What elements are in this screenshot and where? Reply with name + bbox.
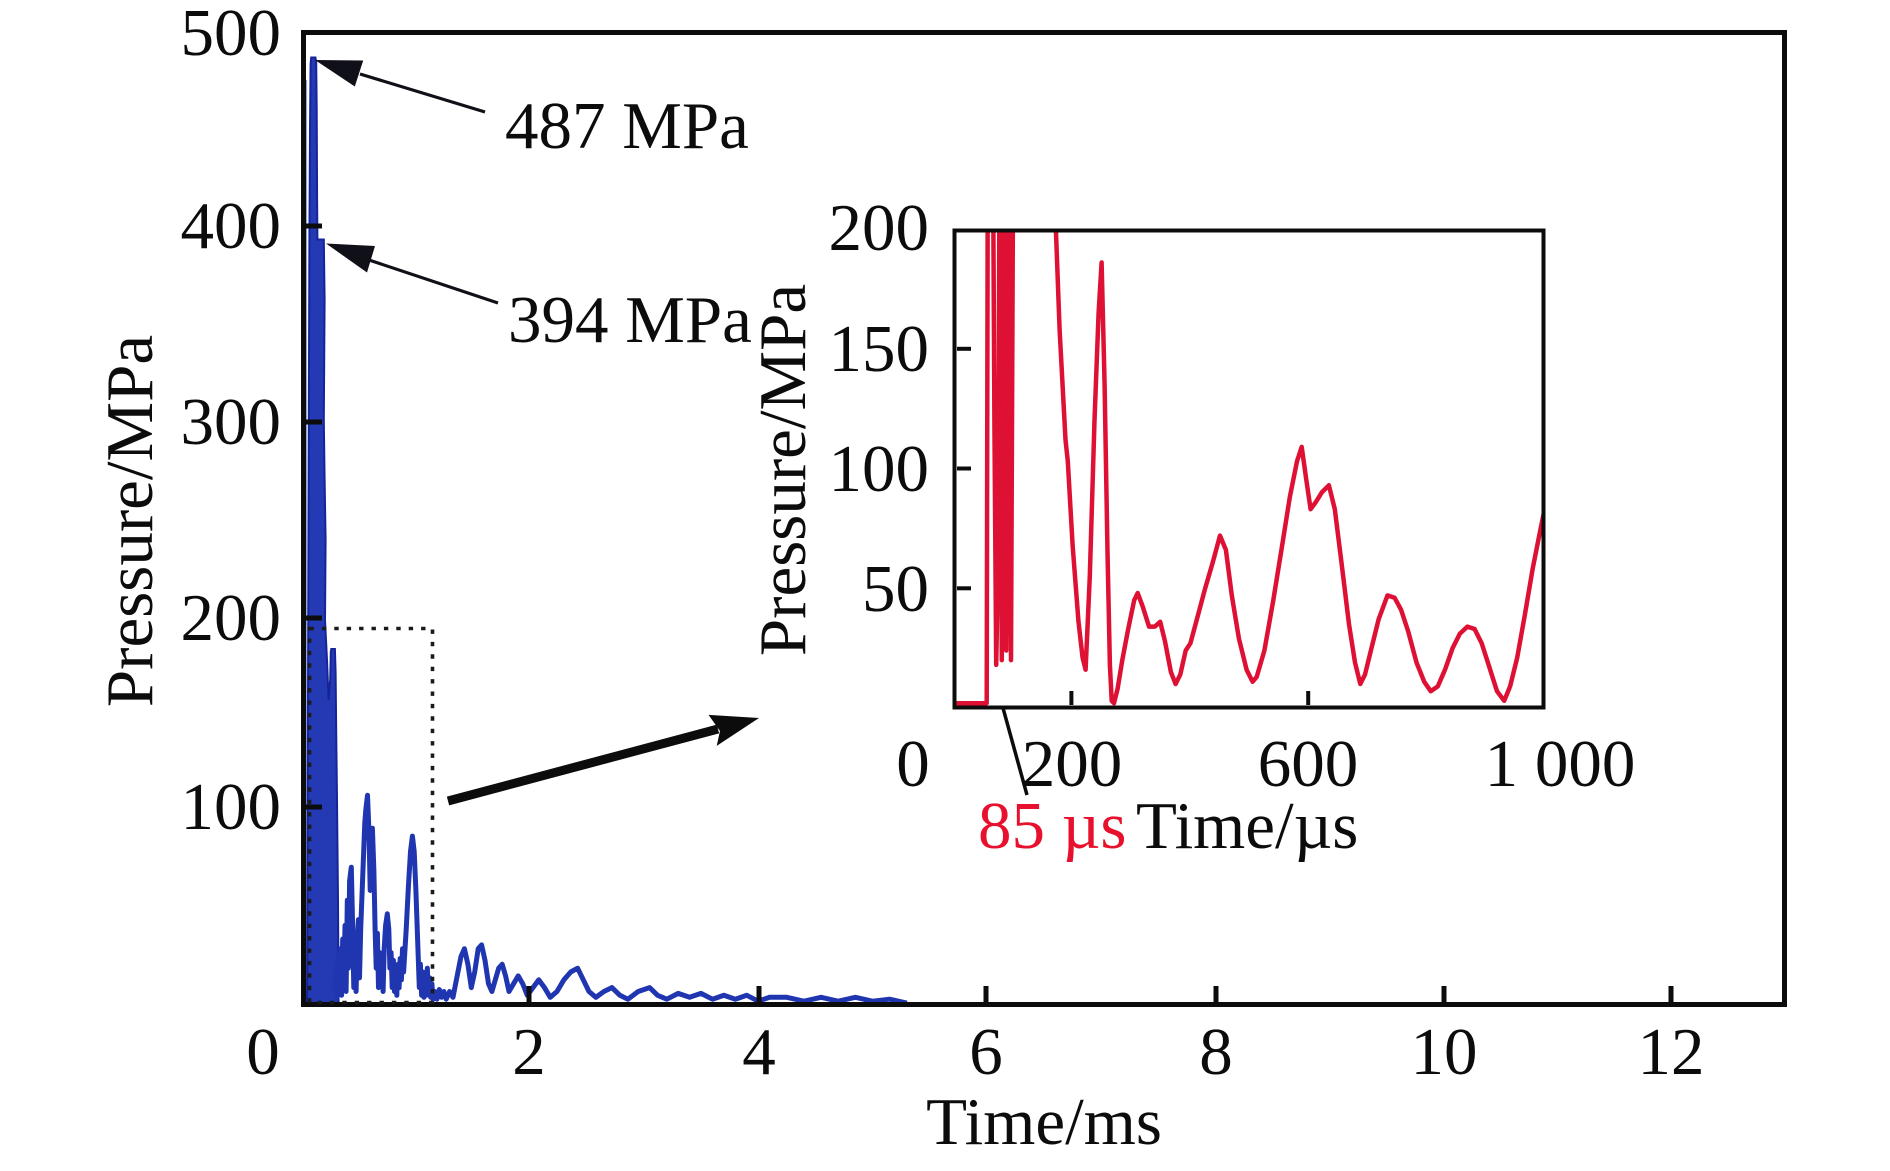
svg-text:Pressure/MPa: Pressure/MPa — [93, 335, 167, 707]
svg-text:4: 4 — [742, 1015, 776, 1089]
svg-text:6: 6 — [969, 1015, 1003, 1089]
svg-text:Time/ms: Time/ms — [926, 1085, 1162, 1159]
svg-text:200: 200 — [181, 581, 282, 655]
svg-text:8: 8 — [1199, 1015, 1233, 1089]
svg-text:Pressure/MPa: Pressure/MPa — [746, 284, 820, 656]
svg-text:150: 150 — [829, 312, 930, 386]
svg-text:2: 2 — [512, 1015, 546, 1089]
svg-text:50: 50 — [862, 552, 929, 626]
svg-text:487 MPa: 487 MPa — [505, 89, 749, 163]
svg-text:394 MPa: 394 MPa — [508, 283, 752, 357]
svg-text:1 000: 1 000 — [1485, 727, 1636, 801]
svg-text:100: 100 — [181, 770, 282, 844]
svg-text:0: 0 — [896, 727, 930, 801]
svg-text:12: 12 — [1638, 1015, 1705, 1089]
svg-text:500: 500 — [181, 0, 282, 70]
svg-text:100: 100 — [829, 432, 930, 506]
svg-text:Time/µs: Time/µs — [1136, 789, 1358, 863]
svg-text:200: 200 — [1022, 727, 1123, 801]
svg-text:300: 300 — [181, 385, 282, 459]
svg-text:0: 0 — [246, 1015, 280, 1089]
svg-text:200: 200 — [829, 191, 930, 265]
svg-text:10: 10 — [1411, 1015, 1478, 1089]
svg-text:400: 400 — [181, 189, 282, 263]
svg-text:85 µs: 85 µs — [978, 789, 1126, 863]
svg-text:600: 600 — [1258, 727, 1359, 801]
